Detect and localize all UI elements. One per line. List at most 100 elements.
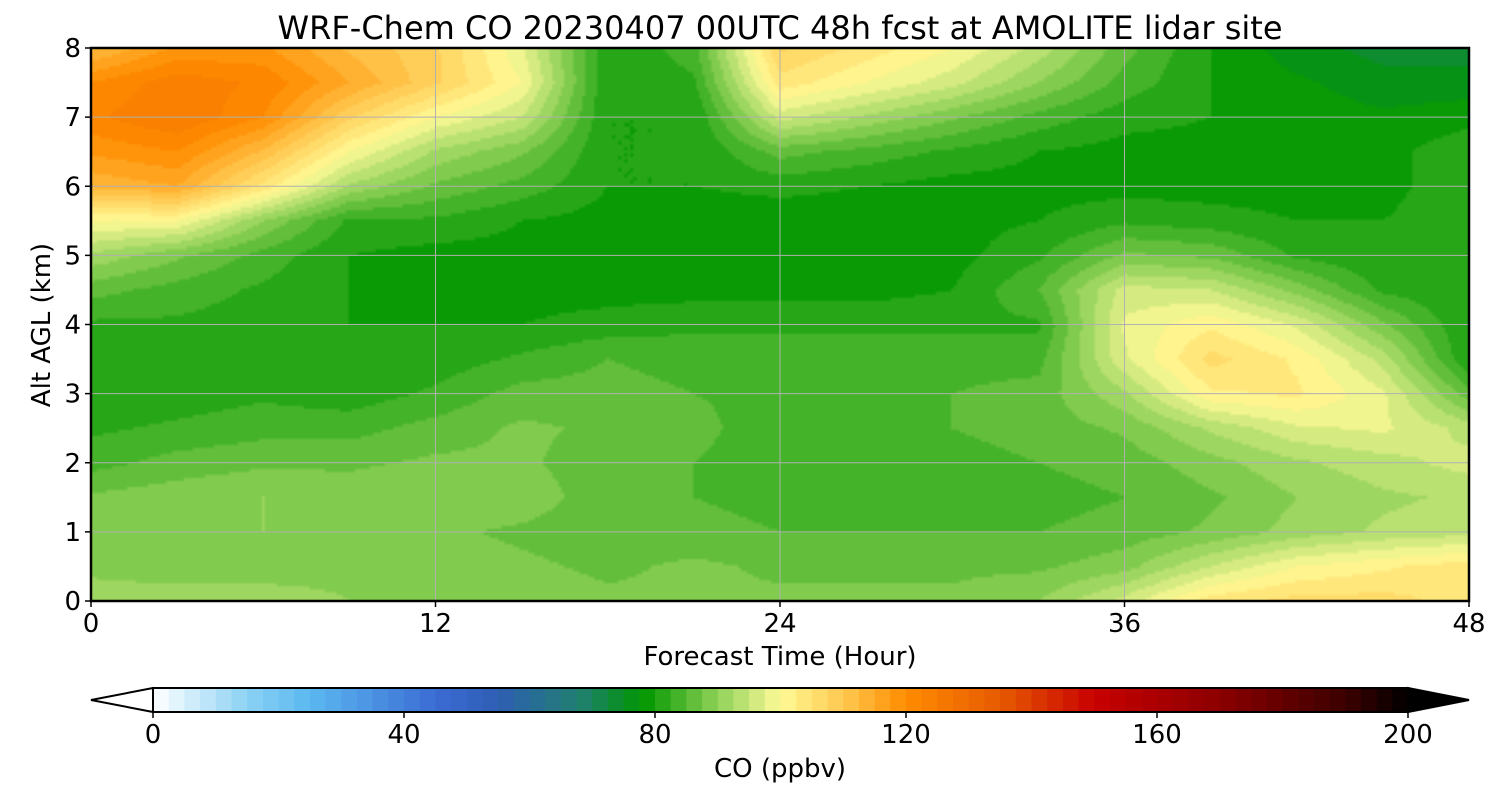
x-axis: 0 12 24 36 48	[83, 601, 1486, 639]
colorbar-level	[184, 688, 201, 712]
colorbar-level	[921, 688, 938, 712]
colorbar-level	[655, 688, 672, 712]
colorbar-level	[1157, 688, 1174, 712]
colorbar-extend-max	[1407, 686, 1470, 714]
colorbar-extend-min	[90, 686, 154, 714]
colorbar-level	[388, 688, 405, 712]
colorbar-level	[953, 688, 970, 712]
colorbar-level	[215, 688, 233, 712]
y-tick-label: 0	[64, 587, 81, 617]
x-tick-label: 48	[1452, 609, 1485, 639]
colorbar-level	[702, 688, 719, 712]
colorbar-level	[1282, 688, 1299, 712]
colorbar-level	[1188, 688, 1205, 712]
colorbar-label: CO (ppbv)	[714, 754, 846, 784]
y-tick-label: 7	[64, 103, 81, 133]
colorbar-tick-label: 40	[387, 720, 420, 750]
colorbar-level	[906, 688, 923, 712]
colorbar-level	[435, 688, 452, 712]
colorbar-level	[1031, 688, 1048, 712]
colorbar-level	[858, 688, 876, 712]
colorbar-level	[890, 688, 907, 712]
colorbar-level	[1125, 688, 1142, 712]
colorbar-level	[466, 688, 484, 712]
colorbar-level	[1266, 688, 1284, 712]
colorbar-level	[670, 688, 687, 712]
colorbar-frame	[152, 687, 1409, 713]
colorbar-level	[984, 688, 1001, 712]
colorbar-level	[247, 688, 264, 712]
colorbar-level	[153, 688, 170, 712]
colorbar-level	[1313, 688, 1331, 712]
colorbar-level	[1392, 688, 1409, 712]
colorbar: 0 40 80 120 160 200 CO (ppbv)	[90, 686, 1470, 784]
colorbar-level	[200, 688, 217, 712]
colorbar-level	[1360, 688, 1378, 712]
colorbar-level	[764, 688, 782, 712]
chart-title: WRF-Chem CO 20230407 00UTC 48h fcst at A…	[277, 9, 1282, 47]
colorbar-level	[168, 688, 185, 712]
colorbar-level	[1000, 688, 1017, 712]
colorbar-level	[325, 688, 342, 712]
colorbar-level	[262, 688, 280, 712]
colorbar-level	[231, 688, 248, 712]
colorbar-level	[278, 688, 295, 712]
colorbar-level	[498, 688, 515, 712]
colorbar-level	[1109, 688, 1127, 712]
colorbar-level	[356, 688, 374, 712]
colorbar-level	[545, 688, 562, 712]
y-tick-label: 2	[64, 449, 81, 479]
colorbar-level	[513, 688, 531, 712]
colorbar-level	[1047, 688, 1064, 712]
colorbar-level	[341, 688, 358, 712]
colorbar-level	[1235, 688, 1252, 712]
x-tick-label: 24	[763, 609, 796, 639]
colorbar-level	[1298, 688, 1315, 712]
y-axis-label: Alt AGL (km)	[27, 243, 57, 407]
colorbar-level	[576, 688, 593, 712]
colorbar-level	[592, 688, 609, 712]
colorbar-level	[968, 688, 986, 712]
colorbar-level	[294, 688, 311, 712]
colorbar-level	[639, 688, 656, 712]
colorbar-levels	[153, 688, 1409, 712]
colorbar-level	[482, 688, 499, 712]
x-axis-label: Forecast Time (Hour)	[643, 642, 916, 672]
colorbar-level	[937, 688, 954, 712]
colorbar-level	[309, 688, 327, 712]
y-tick-label: 4	[64, 311, 81, 341]
colorbar-level	[749, 688, 766, 712]
y-tick-label: 1	[64, 518, 81, 548]
colorbar-level	[1204, 688, 1221, 712]
x-tick-label: 36	[1108, 609, 1141, 639]
y-tick-label: 6	[64, 172, 81, 202]
colorbar-level	[1219, 688, 1237, 712]
colorbar-tick-label: 160	[1132, 720, 1182, 750]
colorbar-level	[686, 688, 703, 712]
colorbar-ticks: 0 40 80 120 160 200	[145, 712, 1433, 750]
colorbar-tick-label: 0	[145, 720, 162, 750]
colorbar-level	[372, 688, 389, 712]
y-tick-label: 8	[64, 34, 81, 64]
colorbar-level	[451, 688, 468, 712]
colorbar-level	[1141, 688, 1158, 712]
colorbar-level	[1078, 688, 1095, 712]
colorbar-level	[874, 688, 891, 712]
colorbar-level	[796, 688, 813, 712]
colorbar-level	[1345, 688, 1362, 712]
colorbar-level	[843, 688, 860, 712]
colorbar-level	[1172, 688, 1189, 712]
colorbar-level	[811, 688, 829, 712]
colorbar-level	[419, 688, 436, 712]
colorbar-level	[780, 688, 797, 712]
x-tick-label: 12	[419, 609, 452, 639]
colorbar-level	[1094, 688, 1111, 712]
colorbar-level	[1376, 688, 1393, 712]
colorbar-level	[1329, 688, 1346, 712]
plot-area	[89, 46, 1471, 603]
y-tick-label: 5	[64, 241, 81, 271]
colorbar-level	[623, 688, 640, 712]
colorbar-level	[529, 688, 546, 712]
colorbar-level	[404, 688, 421, 712]
